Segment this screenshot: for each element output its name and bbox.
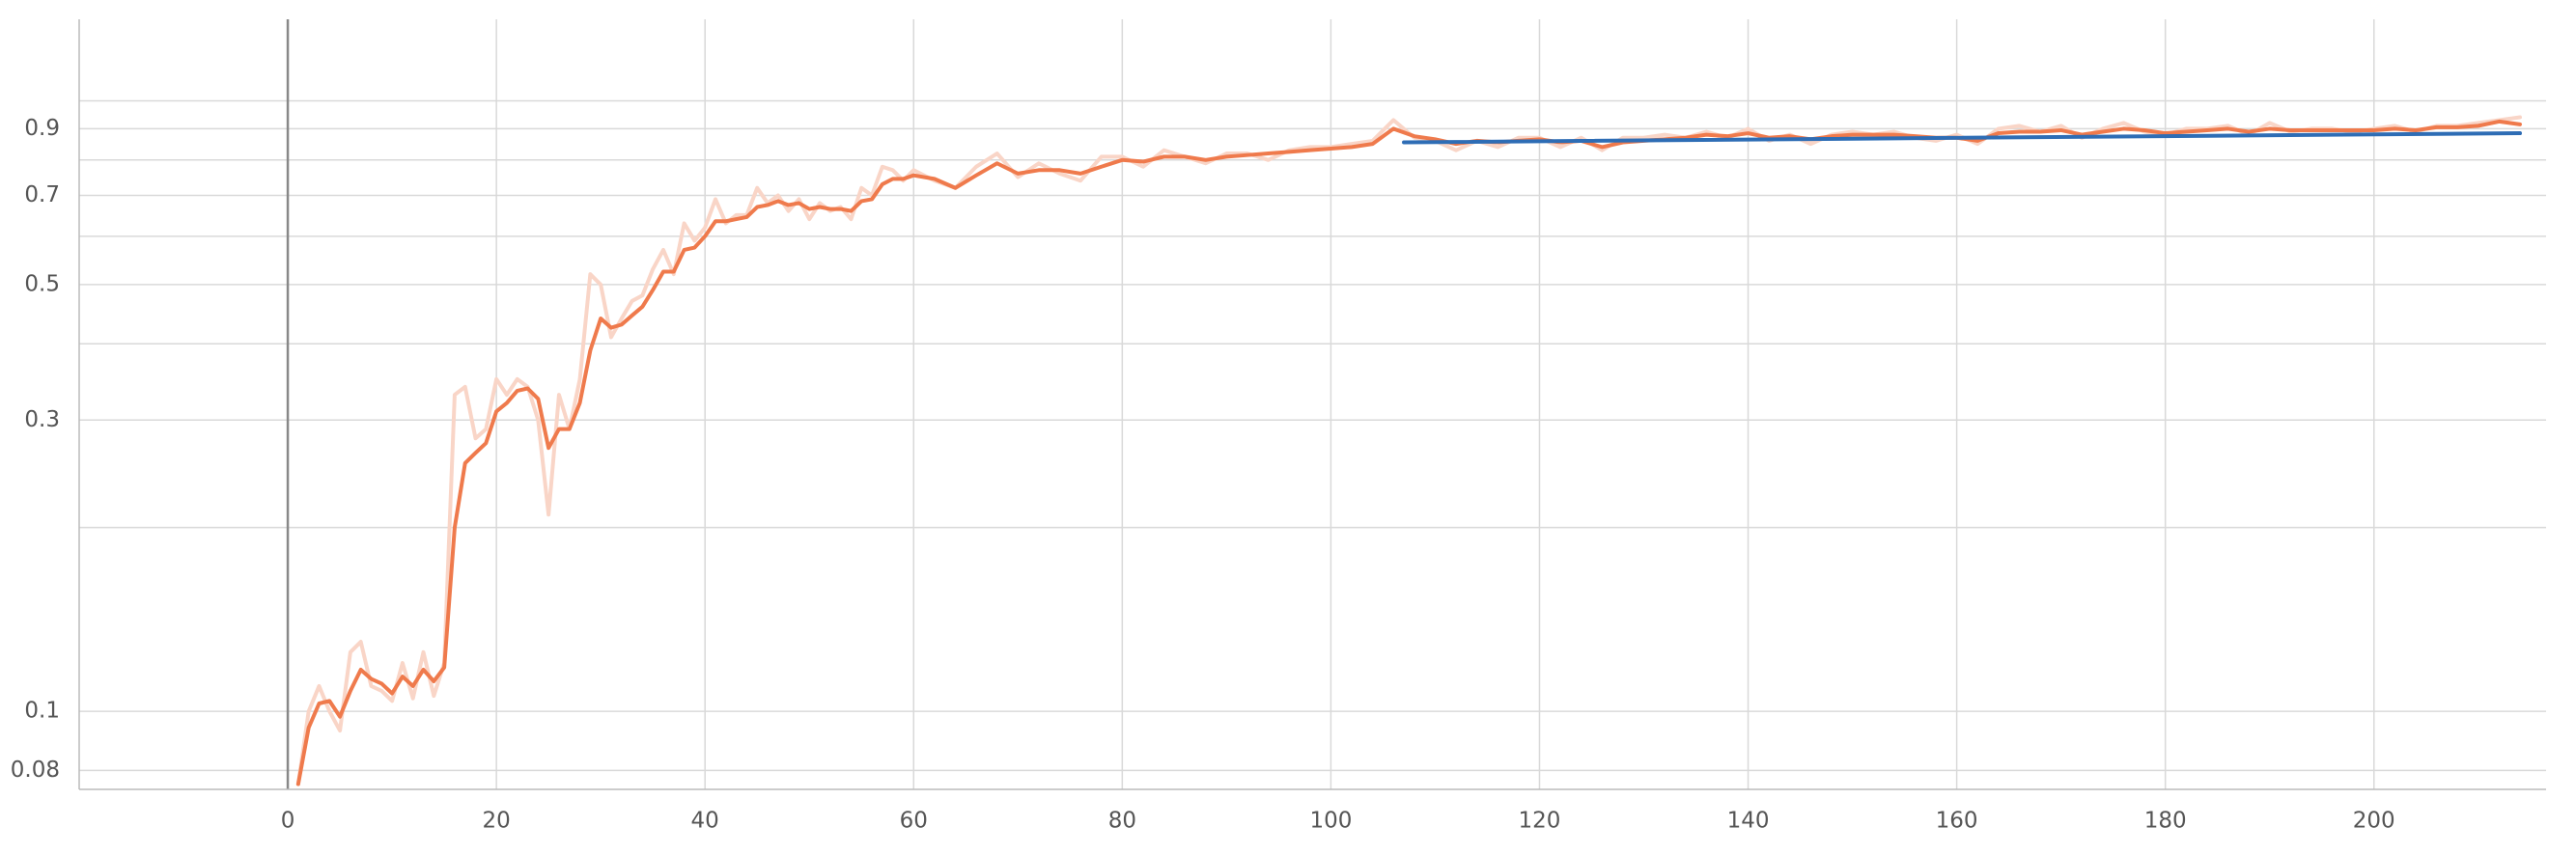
y-tick-label: 0.08	[11, 758, 60, 783]
y-tick-label: 0.3	[24, 407, 60, 432]
series-line	[295, 115, 2522, 786]
x-tick-label: 40	[691, 809, 719, 834]
x-tick-label: 20	[482, 809, 510, 834]
x-tick-label: 80	[1108, 809, 1136, 834]
x-tick-label: 180	[2144, 809, 2187, 834]
x-tick-label: 60	[900, 809, 928, 834]
x-tick-label: 160	[1936, 809, 1978, 834]
x-tick-label: 120	[1519, 809, 1561, 834]
y-tick-label: 0.5	[24, 271, 60, 296]
series-line	[295, 119, 2522, 786]
y-tick-label: 0.7	[24, 182, 60, 207]
x-tick-label: 0	[281, 809, 295, 834]
x-tick-label: 200	[2353, 809, 2395, 834]
x-tick-label: 140	[1727, 809, 1770, 834]
series-line	[1402, 131, 2522, 145]
y-tick-label: 0.1	[24, 699, 60, 724]
y-tick-label: 0.9	[24, 116, 60, 141]
x-tick-label: 100	[1309, 809, 1352, 834]
